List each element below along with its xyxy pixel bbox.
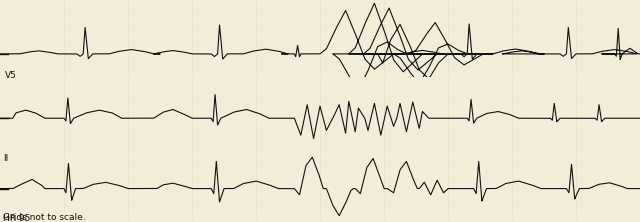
Text: V5: V5	[5, 71, 17, 80]
Text: Grids not to scale.: Grids not to scale.	[3, 213, 86, 222]
Text: HR 95: HR 95	[3, 214, 31, 222]
Text: II: II	[3, 154, 8, 163]
